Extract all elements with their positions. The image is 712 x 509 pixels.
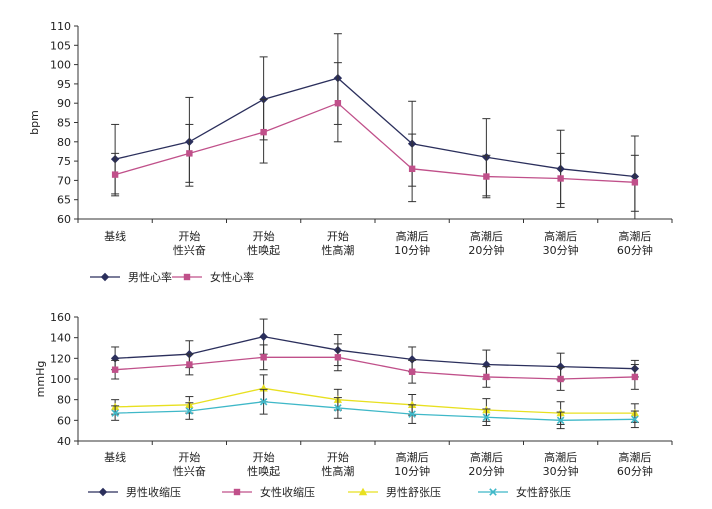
y-tick-label: 75: [57, 155, 71, 168]
series-line: [114, 102, 635, 183]
x-tick-label: 开始性兴奋: [173, 229, 206, 257]
legend: 男性心率 女性心率: [90, 270, 254, 284]
x-tick-label: 高潮后 10分钟: [394, 450, 430, 478]
data-point: [556, 362, 565, 371]
y-axis-label: bpm: [28, 110, 41, 135]
heart-rate-chart: 60 65 70 75 80 85 90 95 100 105 110 基线 开始性兴奋 开始性唤起 开始性…: [28, 20, 673, 284]
y-tick-label: 65: [57, 194, 71, 207]
legend-label: 女性舒张压: [516, 485, 571, 499]
legend-item: 女性收缩压: [222, 485, 315, 499]
y-tick-label: 80: [57, 136, 71, 149]
legend-item: 女性舒张压: [478, 485, 571, 499]
y-tick-label: 140: [50, 332, 71, 345]
series-line: [115, 356, 635, 380]
y-tick-label: 90: [57, 97, 71, 110]
y-tick-label: 160: [50, 311, 71, 324]
data-point: [408, 165, 416, 173]
series-line: [115, 335, 635, 370]
data-point: [407, 400, 417, 409]
series-line: [115, 401, 635, 421]
data-point: [259, 397, 268, 406]
data-point: [111, 171, 119, 178]
legend-label: 女性收缩压: [260, 485, 315, 499]
legend-item: 男性收缩压: [88, 485, 181, 499]
blood-pressure-chart: 40 60 80 100 120 140 160 基线 开始性兴奋 开始性唤起 开始性高潮 高潮后 10…: [34, 311, 673, 499]
data-point: [334, 100, 342, 107]
legend-item: 女性心率: [172, 270, 254, 284]
data-point: [483, 373, 490, 381]
data-point: [482, 413, 491, 421]
x-tick-label: 高潮后 20分钟: [468, 229, 504, 257]
x-tick-label: 开始性兴奋: [173, 450, 206, 478]
y-tick-label: 80: [57, 394, 71, 407]
x-tick-label: 高潮后 30分钟: [543, 450, 579, 478]
series-line: [114, 77, 635, 178]
data-point: [334, 404, 342, 412]
legend-marker: [98, 487, 108, 497]
x-tick-label: 高潮后 20分钟: [468, 450, 504, 478]
data-point: [186, 150, 193, 157]
data-point: [408, 410, 416, 418]
legend-label: 男性心率: [128, 270, 172, 284]
data-point: [556, 416, 565, 425]
y-tick-label: 60: [57, 213, 71, 226]
legend-marker: [358, 487, 368, 496]
data-point: [557, 175, 564, 182]
data-point: [631, 415, 639, 424]
series-1: [111, 343, 639, 391]
y-tick-label: 120: [50, 352, 71, 365]
y-tick-label: 85: [57, 117, 71, 130]
data-point: [334, 354, 342, 361]
y-axis-label: mmHg: [34, 361, 47, 398]
data-point: [407, 355, 417, 364]
data-point: [260, 354, 267, 361]
y-tick-label: 70: [57, 174, 71, 187]
series-0: [110, 318, 640, 381]
series-3: [111, 388, 639, 430]
legend-label: 男性收缩压: [126, 485, 181, 499]
x-tick-label: 高潮后 60分钟: [617, 450, 653, 478]
legend-label: 女性心率: [210, 270, 254, 284]
legend-marker: [489, 488, 497, 496]
data-point: [111, 366, 119, 373]
data-point: [111, 409, 119, 417]
data-point: [186, 361, 193, 368]
x-tick-label: 开始性唤起: [247, 450, 280, 478]
x-tick-label: 基线: [104, 229, 126, 243]
legend-item: 男性心率: [90, 270, 172, 284]
y-tick-label: 60: [57, 414, 71, 427]
data-point: [260, 128, 267, 136]
series-0: [110, 33, 640, 220]
y-tick-label: 110: [50, 20, 71, 33]
data-point: [259, 332, 268, 341]
data-point: [408, 368, 416, 375]
x-tick-label: 高潮后 30分钟: [543, 229, 579, 257]
series-line: [115, 387, 635, 414]
y-tick-label: 40: [57, 435, 71, 448]
data-point: [631, 373, 639, 381]
data-point: [631, 179, 639, 186]
legend-marker: [233, 488, 241, 496]
legend-item: 男性舒张压: [348, 485, 441, 499]
y-tick-label: 100: [50, 59, 71, 72]
series-1: [111, 62, 639, 212]
legend-label: 男性舒张压: [386, 485, 441, 499]
y-tick-label: 100: [50, 373, 71, 386]
x-tick-label: 开始性高潮: [321, 450, 354, 478]
data-point: [483, 173, 490, 180]
series-2: [110, 374, 640, 425]
data-point: [185, 407, 194, 415]
x-tick-label: 开始性高潮: [321, 229, 354, 257]
legend-marker: [183, 273, 191, 281]
legend: 男性收缩压 女性收缩压 男性舒张压 女性舒张压: [88, 485, 571, 499]
y-tick-label: 95: [57, 78, 71, 91]
y-tick-label: 105: [50, 39, 71, 52]
x-tick-label: 开始性唤起: [247, 229, 280, 257]
x-tick-label: 高潮后 60分钟: [617, 229, 653, 257]
data-point: [557, 375, 564, 383]
x-tick-label: 高潮后 10分钟: [394, 229, 430, 257]
x-tick-label: 基线: [104, 450, 126, 464]
legend-marker: [100, 272, 110, 282]
